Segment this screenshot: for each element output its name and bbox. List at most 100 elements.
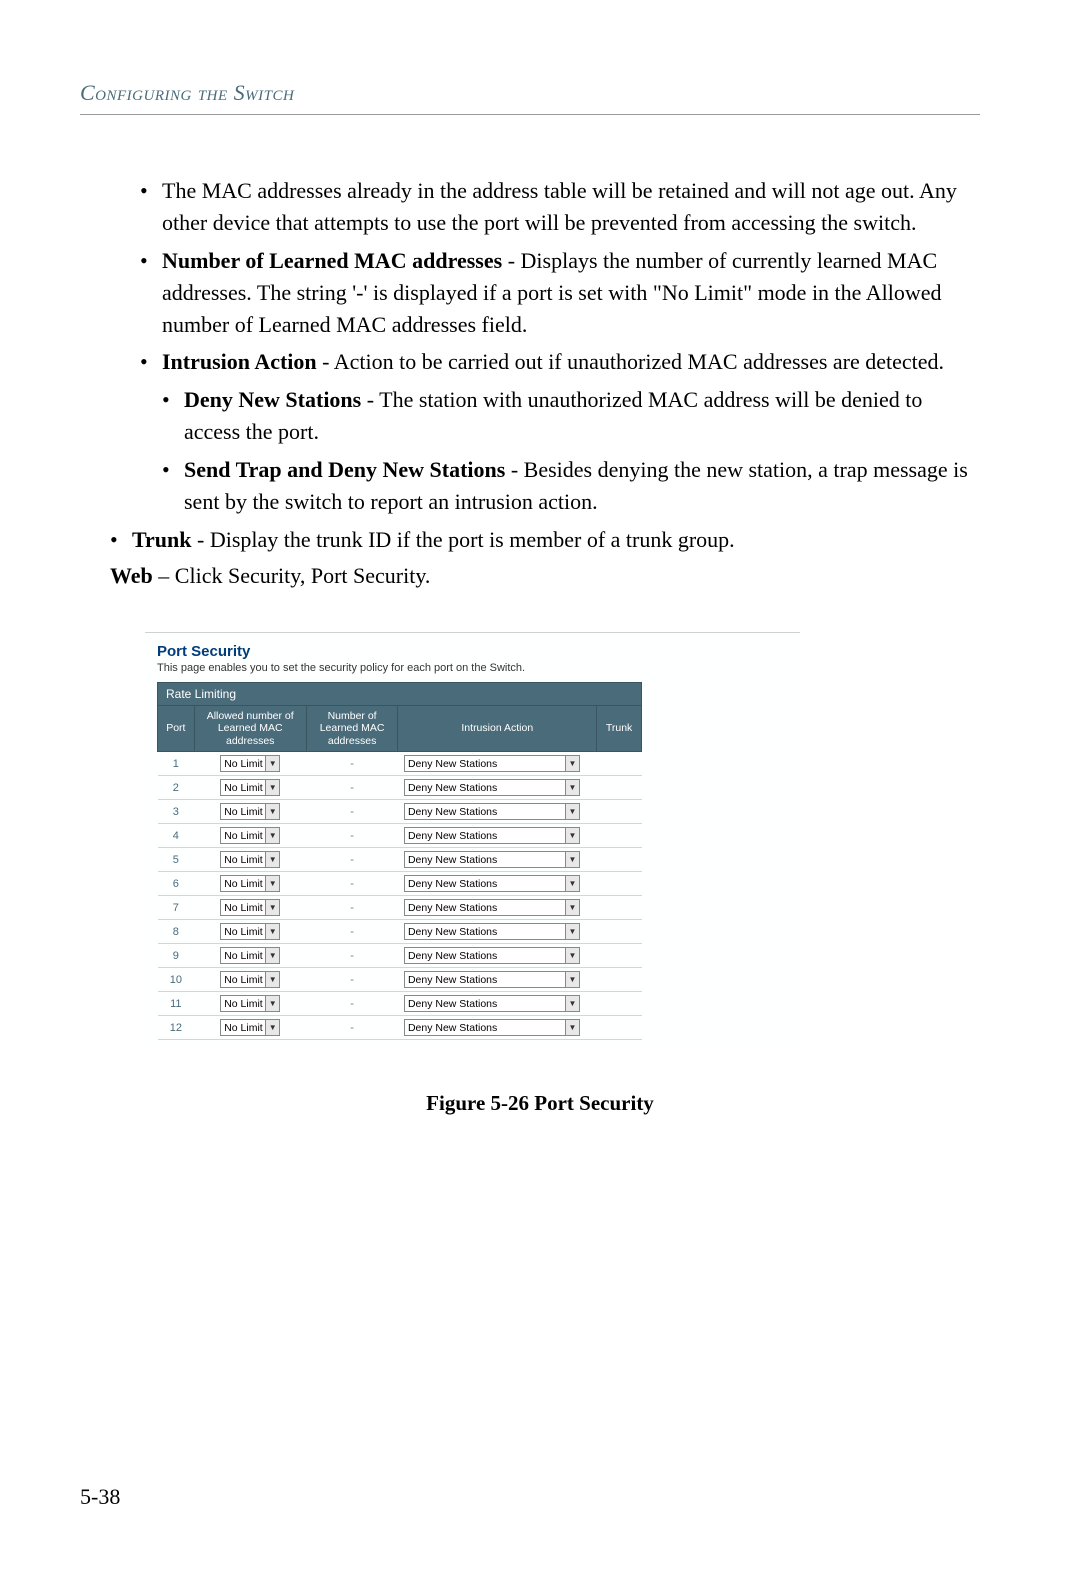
- intrusion-select[interactable]: Deny New Stations▼: [404, 755, 580, 772]
- bullet-mac-retained: The MAC addresses already in the address…: [140, 175, 970, 239]
- cell-allowed: No Limit▼: [194, 920, 306, 944]
- intrusion-select-value: Deny New Stations: [408, 830, 497, 842]
- page-header: Configuring the Switch: [80, 80, 990, 106]
- table-row: 9No Limit▼-Deny New Stations▼: [158, 944, 642, 968]
- table-row: 6No Limit▼-Deny New Stations▼: [158, 872, 642, 896]
- cell-trunk: [597, 848, 642, 872]
- allowed-select[interactable]: No Limit▼: [220, 995, 280, 1012]
- label-intrusion-action: Intrusion Action: [162, 349, 317, 374]
- intrusion-select-value: Deny New Stations: [408, 1022, 497, 1034]
- cell-intrusion: Deny New Stations▼: [398, 848, 597, 872]
- cell-trunk: [597, 1016, 642, 1040]
- allowed-select[interactable]: No Limit▼: [220, 923, 280, 940]
- cell-intrusion: Deny New Stations ▼: [398, 800, 597, 824]
- allowed-select-value: No Limit: [224, 1022, 263, 1034]
- allowed-select[interactable]: No Limit▼: [220, 947, 280, 964]
- cell-trunk: [597, 968, 642, 992]
- allowed-select[interactable]: No Limit▼: [220, 779, 280, 796]
- intrusion-select[interactable]: Deny New Stations▼: [404, 899, 580, 916]
- figure-caption: Figure 5-26 Port Security: [90, 1091, 990, 1116]
- bullet-intrusion-action: Intrusion Action - Action to be carried …: [140, 346, 970, 517]
- table-row: 5No Limit▼-Deny New Stations▼: [158, 848, 642, 872]
- cell-intrusion: Deny New Stations▼: [398, 896, 597, 920]
- allowed-select-value: No Limit: [224, 950, 263, 962]
- col-intrusion: Intrusion Action: [398, 705, 597, 752]
- allowed-select[interactable]: No Limit▼: [220, 1019, 280, 1036]
- chevron-down-icon: ▼: [565, 828, 579, 843]
- intrusion-select-value: Deny New Stations: [408, 758, 497, 770]
- cell-intrusion: Deny New Stations▼: [398, 752, 597, 776]
- text-web: – Click Security, Port Security.: [153, 563, 431, 588]
- cell-port: 3: [158, 800, 195, 824]
- cell-port: 10: [158, 968, 195, 992]
- port-security-table: Rate Limiting Port Allowed number of Lea…: [157, 682, 642, 1041]
- chevron-down-icon: ▼: [565, 804, 579, 819]
- intrusion-select[interactable]: Deny New Stations▼: [404, 875, 580, 892]
- chevron-down-icon: ▼: [565, 1020, 579, 1035]
- intrusion-select[interactable]: Deny New Stations▼: [404, 947, 580, 964]
- chevron-down-icon: ▼: [265, 948, 279, 963]
- cell-allowed: No Limit▼: [194, 896, 306, 920]
- cell-port: 7: [158, 896, 195, 920]
- intrusion-select[interactable]: Deny New Stations▼: [404, 995, 580, 1012]
- chevron-down-icon: ▼: [565, 780, 579, 795]
- allowed-select[interactable]: No Limit▼: [220, 875, 280, 892]
- cell-number: -: [306, 896, 398, 920]
- chevron-down-icon: ▼: [565, 972, 579, 987]
- allowed-select[interactable]: No Limit▼: [220, 971, 280, 988]
- allowed-select[interactable]: No Limit▼: [220, 827, 280, 844]
- chevron-down-icon: ▼: [265, 828, 279, 843]
- cell-port: 9: [158, 944, 195, 968]
- page-number: 5-38: [80, 1484, 120, 1510]
- text-intrusion-action: - Action to be carried out if unauthoriz…: [317, 349, 944, 374]
- table-row: 7 No Limit▼ -Deny New Stations▼: [158, 896, 642, 920]
- allowed-select[interactable]: No Limit▼: [220, 755, 280, 772]
- cell-allowed: No Limit▼: [194, 776, 306, 800]
- cell-port: 8: [158, 920, 195, 944]
- web-instruction: Web – Click Security, Port Security.: [110, 560, 970, 592]
- cell-intrusion: Deny New Stations▼: [398, 872, 597, 896]
- intrusion-select[interactable]: Deny New Stations▼: [404, 779, 580, 796]
- label-web: Web: [110, 563, 153, 588]
- chevron-down-icon: ▼: [265, 1020, 279, 1035]
- label-num-learned: Number of Learned MAC addresses: [162, 248, 502, 273]
- cell-trunk: [597, 752, 642, 776]
- cell-port: 4: [158, 824, 195, 848]
- allowed-select[interactable]: No Limit▼: [220, 899, 280, 916]
- intrusion-select[interactable]: Deny New Stations▼: [404, 851, 580, 868]
- col-port: Port: [158, 705, 195, 752]
- cell-allowed: No Limit▼: [194, 800, 306, 824]
- intrusion-select[interactable]: Deny New Stations ▼: [404, 803, 580, 820]
- port-security-screenshot: Port Security This page enables you to s…: [145, 632, 800, 1047]
- allowed-select-value: No Limit: [224, 998, 263, 1010]
- chevron-down-icon: ▼: [565, 900, 579, 915]
- allowed-select-value: No Limit: [224, 782, 263, 794]
- cell-intrusion: Deny New Stations▼: [398, 968, 597, 992]
- chevron-down-icon: ▼: [265, 804, 279, 819]
- allowed-select-value: No Limit: [224, 974, 263, 986]
- chevron-down-icon: ▼: [265, 996, 279, 1011]
- chevron-down-icon: ▼: [565, 924, 579, 939]
- intrusion-select-value: Deny New Stations: [408, 806, 497, 818]
- allowed-select[interactable]: No Limit▼: [220, 851, 280, 868]
- cell-trunk: [597, 992, 642, 1016]
- col-allowed: Allowed number of Learned MAC addresses: [194, 705, 306, 752]
- allowed-select-value: No Limit: [224, 878, 263, 890]
- cell-number: -: [306, 776, 398, 800]
- cell-trunk: [597, 800, 642, 824]
- intrusion-select[interactable]: Deny New Stations▼: [404, 923, 580, 940]
- sub-bullet-send-trap: Send Trap and Deny New Stations - Beside…: [162, 454, 970, 518]
- cell-intrusion: Deny New Stations▼: [398, 944, 597, 968]
- cell-number: -: [306, 920, 398, 944]
- cell-intrusion: Deny New Stations▼: [398, 776, 597, 800]
- intrusion-select[interactable]: Deny New Stations ▼: [404, 827, 580, 844]
- intrusion-select[interactable]: Deny New Stations ▼: [404, 1019, 580, 1036]
- cell-allowed: No Limit▼: [194, 944, 306, 968]
- chevron-down-icon: ▼: [265, 900, 279, 915]
- bullet-num-learned: Number of Learned MAC addresses - Displa…: [140, 245, 970, 341]
- text-trunk: - Display the trunk ID if the port is me…: [192, 527, 735, 552]
- allowed-select[interactable]: No Limit▼: [220, 803, 280, 820]
- label-deny-new: Deny New Stations: [184, 387, 361, 412]
- intrusion-select[interactable]: Deny New Stations▼: [404, 971, 580, 988]
- chevron-down-icon: ▼: [565, 996, 579, 1011]
